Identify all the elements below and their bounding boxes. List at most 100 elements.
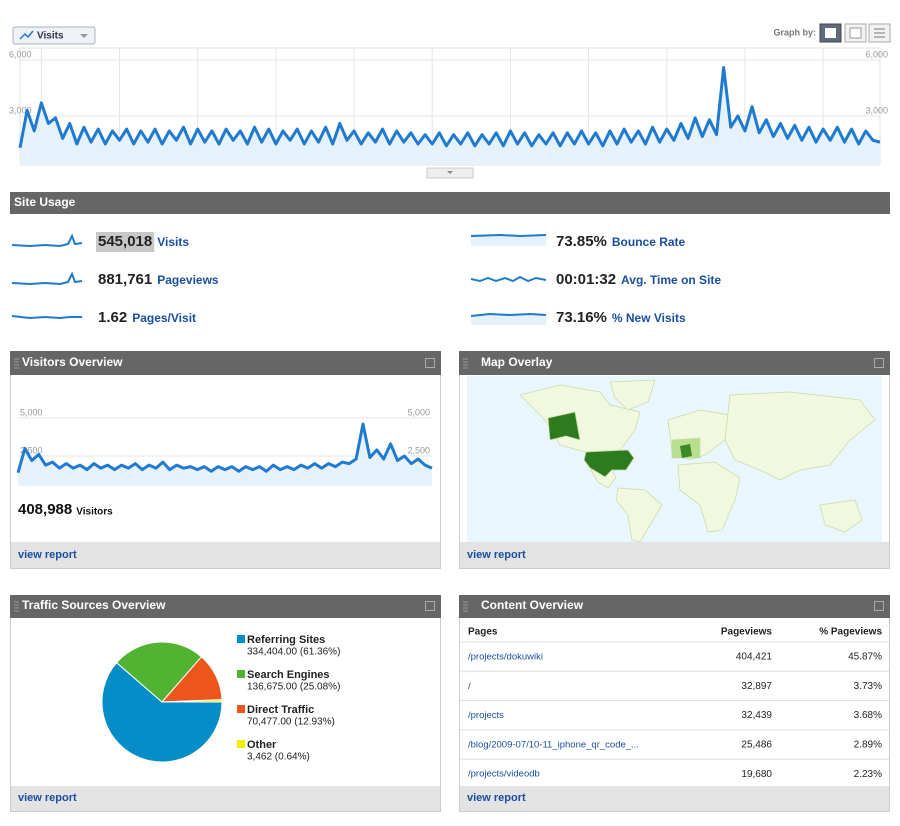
- pie-slice[interactable]: [115, 641, 203, 703]
- table-cell: 2.89%: [854, 740, 882, 751]
- metric-label[interactable]: Bounce Rate: [612, 235, 686, 249]
- drag-grip[interactable]: [463, 358, 468, 369]
- visits-chart: Jan 4Feb 6Mar 11Apr 13May 16Jun 18Jul 21…: [9, 48, 888, 165]
- close-button[interactable]: [874, 601, 884, 611]
- table-cell: 19,680: [741, 769, 772, 780]
- legend-value: 3,462 (0.64%): [247, 752, 310, 763]
- table-cell: 45.87%: [848, 652, 882, 663]
- metric-value: 881,761: [98, 271, 152, 288]
- drag-grip[interactable]: [14, 601, 19, 612]
- series-area: [20, 67, 880, 165]
- metric-button-label[interactable]: Visits: [37, 31, 64, 42]
- metric-value: 00:01:32: [556, 271, 616, 288]
- metric-label[interactable]: Pages/Visit: [132, 311, 196, 325]
- view-report-link[interactable]: view report: [18, 549, 77, 561]
- panel-header: [10, 351, 441, 375]
- legend-swatch: [237, 705, 245, 713]
- drag-grip[interactable]: [463, 601, 468, 612]
- column-header: % Pageviews: [819, 627, 882, 638]
- sparkline: [11, 271, 83, 286]
- visitors-total: 408,988 Visitors: [18, 501, 113, 518]
- drag-grip[interactable]: [14, 358, 19, 369]
- content-table: Pages Pageviews % Pageviews/projects/dokuw…: [460, 627, 889, 780]
- sparkline-area: [471, 236, 546, 246]
- metric-button[interactable]: [12, 26, 96, 45]
- content-overview-panel: Content Overview Pages Pageviews % Pagevie…: [459, 595, 890, 812]
- legend-swatch: [237, 740, 245, 748]
- metric-label[interactable]: Pageviews: [157, 273, 219, 287]
- pie-slice[interactable]: [101, 662, 223, 763]
- page-link[interactable]: /projects: [468, 710, 504, 721]
- panel-footer: [11, 786, 440, 811]
- icon: [825, 28, 836, 38]
- table-cell: 404,421: [736, 652, 773, 663]
- section-title: Site Usage: [14, 195, 76, 209]
- page-link[interactable]: /blog/2009-07/10-11_iphone_qr_code_...: [468, 739, 639, 750]
- page-link[interactable]: /: [468, 681, 471, 692]
- total-value: 408,988: [18, 501, 72, 518]
- page-link[interactable]: /projects/videodb: [468, 769, 540, 780]
- country: [609, 379, 656, 411]
- country: [680, 444, 692, 458]
- legend-label: Other: [247, 739, 277, 751]
- legend-swatch: [237, 670, 245, 678]
- map-overlay-panel: Map Overlay view report: [459, 351, 890, 569]
- series-line: [16, 422, 433, 474]
- pie-slice[interactable]: [161, 699, 223, 703]
- legend-swatch: [237, 635, 245, 643]
- world-map[interactable]: [467, 376, 882, 543]
- country: [819, 499, 863, 533]
- metric-value: 73.16%: [556, 309, 607, 326]
- series-line: [18, 65, 881, 149]
- legend-value: 70,477.00 (12.93%): [247, 717, 335, 728]
- panel-footer: [460, 786, 889, 811]
- sparkline: [470, 233, 547, 238]
- page-link[interactable]: /projects/dokuwiki: [468, 652, 543, 663]
- panel-title: Visitors Overview: [22, 355, 123, 369]
- legend-value: 334,404.00 (61.36%): [247, 647, 340, 658]
- country: [588, 466, 617, 489]
- table-cell: 32,439: [741, 710, 772, 721]
- country: [724, 391, 876, 481]
- view-report-link[interactable]: view report: [467, 549, 526, 561]
- legend-label: Referring Sites: [247, 634, 325, 646]
- country: [677, 461, 741, 533]
- view-report-link[interactable]: view report: [467, 792, 526, 804]
- table-cell: 3.68%: [854, 710, 882, 721]
- metric-label[interactable]: % New Visits: [612, 311, 686, 325]
- metric-label[interactable]: Avg. Time on Site: [621, 273, 721, 287]
- y-tick-label: 2,500: [407, 445, 430, 455]
- icon: [874, 28, 885, 38]
- country: [547, 411, 581, 441]
- caret: [447, 171, 453, 174]
- total-label: Visitors: [76, 507, 113, 518]
- close-button[interactable]: [425, 358, 435, 368]
- table-cell: 32,897: [741, 681, 772, 692]
- series-area: [18, 424, 432, 486]
- y-tick-label: 5,000: [20, 407, 43, 417]
- visitors-chart: 2,500 2,500 5,000 5,000: [16, 407, 433, 486]
- table-cell: 3.73%: [854, 681, 882, 692]
- panel-footer: [460, 542, 889, 568]
- metric-label[interactable]: Visits: [157, 235, 189, 249]
- toolbar: Visits Graph by:: [12, 23, 891, 45]
- line-icon: [19, 30, 34, 40]
- sparkline: [470, 312, 547, 317]
- y-tick-label: 2,500: [20, 445, 43, 455]
- section-header: [10, 192, 890, 214]
- visitors-overview-panel: Visitors Overview 2,500 2,500 5,000 5,000 4…: [10, 351, 441, 569]
- metric-value: 1.62: [98, 309, 127, 326]
- traffic-sources-panel: Traffic Sources Overview Referring Sites…: [10, 595, 441, 812]
- y-tick-label: 5,000: [407, 407, 430, 417]
- sparkline: [11, 315, 82, 320]
- y-tick-label: 6,000: [865, 49, 888, 59]
- legend-label: Search Engines: [247, 669, 330, 681]
- view-report-link[interactable]: view report: [18, 792, 77, 804]
- close-button[interactable]: [874, 358, 884, 368]
- panel-header: [459, 595, 890, 618]
- legend-value: 136,675.00 (25.08%): [247, 682, 340, 693]
- close-button[interactable]: [425, 601, 435, 611]
- column-header: Pages: [468, 627, 498, 638]
